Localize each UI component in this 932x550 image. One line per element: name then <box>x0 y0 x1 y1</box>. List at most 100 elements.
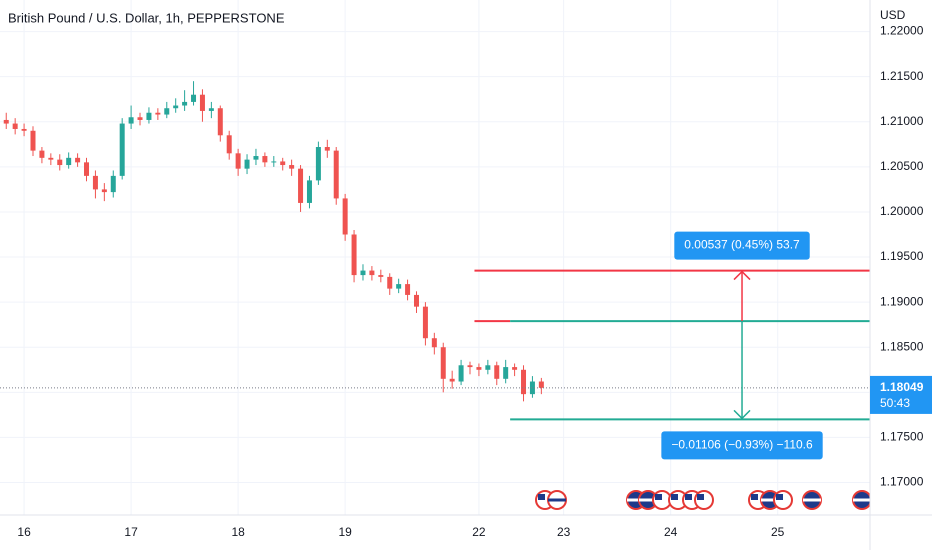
candles <box>3 81 544 402</box>
grid <box>0 0 870 515</box>
event-uk[interactable] <box>547 490 567 510</box>
candle-body <box>351 234 357 276</box>
candle-body <box>387 276 393 289</box>
x-tick-label: 17 <box>124 525 138 539</box>
candle-body <box>92 175 98 190</box>
candle-body <box>503 367 509 379</box>
y-tick-label: 1.19000 <box>880 294 924 308</box>
candle-body <box>360 270 366 276</box>
upper-label-box <box>674 231 810 260</box>
candle-body <box>413 294 419 307</box>
candle-body <box>289 165 295 169</box>
y-tick-label: 1.20500 <box>880 159 924 173</box>
candle-body <box>298 168 304 203</box>
candle-body <box>208 108 214 111</box>
candle-body <box>521 369 527 395</box>
candle-body <box>396 284 402 289</box>
candle-body <box>199 94 205 111</box>
candle-body <box>262 156 268 163</box>
x-tick-label: 24 <box>664 525 678 539</box>
candle-body <box>146 112 152 120</box>
candle-body <box>485 365 491 370</box>
upper-label: 0.00537 (0.45%) 53.7 <box>684 238 800 252</box>
candle-body <box>253 156 259 160</box>
candle-body <box>440 347 446 379</box>
candle-body <box>271 161 277 163</box>
candle-body <box>39 150 45 158</box>
candle-body <box>324 147 330 151</box>
candle-body <box>30 130 36 151</box>
candle-body <box>476 367 482 370</box>
x-tick-label: 22 <box>472 525 486 539</box>
candle-body <box>75 157 81 163</box>
y-tick-label: 1.17000 <box>880 475 924 489</box>
y-tick-label: 1.19500 <box>880 249 924 263</box>
price-axis-background <box>870 0 932 550</box>
candle-body <box>378 275 384 277</box>
candle-body <box>431 338 437 348</box>
x-tick-label: 18 <box>231 525 245 539</box>
candle-body <box>101 189 107 193</box>
candle-body <box>235 153 241 169</box>
candle-body <box>422 306 428 339</box>
event-icons <box>535 490 872 510</box>
candle-body <box>164 108 170 115</box>
event-us[interactable] <box>694 490 714 510</box>
candle-body <box>458 365 464 382</box>
candle-body <box>21 128 27 131</box>
last-price-box <box>870 375 932 414</box>
up-arrow-head <box>733 270 751 281</box>
candle-body <box>315 147 321 181</box>
candle-body <box>467 365 473 368</box>
lower-label-box <box>661 431 823 460</box>
candle-body <box>226 135 232 154</box>
candle-body <box>512 367 518 370</box>
down-arrow-head <box>733 409 751 420</box>
event-uk[interactable] <box>802 490 822 510</box>
candle-body <box>342 198 348 235</box>
candle-body <box>217 108 223 136</box>
axes: 1.22000 1.21500 1.21000 1.20500 1.20000 1.195… <box>17 24 932 539</box>
candle-body <box>173 105 179 109</box>
candle-body <box>191 94 197 102</box>
candle-body <box>3 119 9 124</box>
y-tick-label: 1.20000 <box>880 204 924 218</box>
y-tick-label: 1.17500 <box>880 430 924 444</box>
candle-body <box>405 284 411 295</box>
candle-body <box>84 162 90 176</box>
candle-body <box>155 112 161 115</box>
currency-box <box>872 4 930 26</box>
x-tick-label: 19 <box>338 525 352 539</box>
candle-body <box>494 365 500 379</box>
candle-body <box>137 117 143 120</box>
event-uk[interactable] <box>852 490 872 510</box>
candle-body <box>119 123 125 176</box>
x-tick-label: 25 <box>771 525 785 539</box>
candle-body <box>12 123 18 129</box>
lower-label: −0.01106 (−0.93%) −110.6 <box>671 438 813 452</box>
candle-body <box>57 159 63 166</box>
candle-body <box>333 150 339 199</box>
countdown: 50:43 <box>880 396 910 410</box>
last-price-label: 1.18049 <box>880 380 924 394</box>
y-tick-label: 1.22000 <box>880 24 924 38</box>
candle-body <box>182 101 188 106</box>
candle-body <box>306 180 312 203</box>
candle-body <box>244 159 250 169</box>
candle-body <box>128 117 134 124</box>
event-us[interactable] <box>773 490 793 510</box>
chart-title: British Pound / U.S. Dollar, 1h, PEPPERS… <box>8 10 285 25</box>
x-tick-label: 23 <box>557 525 571 539</box>
y-tick-label: 1.21500 <box>880 69 924 83</box>
position-tool: 0.00537 (0.45%) 53.7 −0.01106 (−0.93%) −1… <box>0 231 870 460</box>
candle-body <box>529 381 535 395</box>
y-tick-label: 1.21000 <box>880 114 924 128</box>
currency: USD <box>880 8 906 22</box>
candle-body <box>280 161 286 166</box>
candle-body <box>369 270 375 276</box>
candle-body <box>110 175 116 193</box>
candle-body <box>66 157 72 166</box>
